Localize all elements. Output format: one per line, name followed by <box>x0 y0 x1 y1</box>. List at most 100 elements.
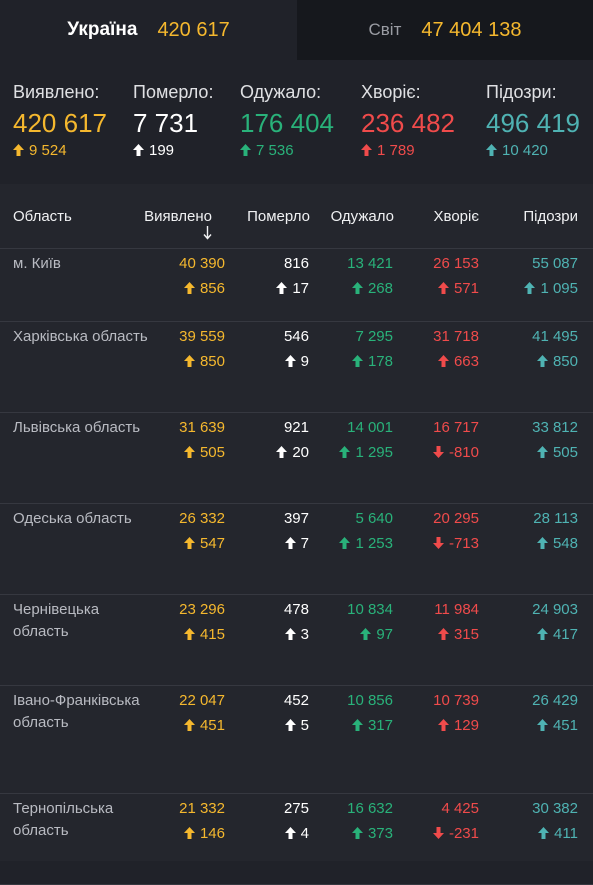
arrow-up-icon <box>437 719 449 731</box>
tab-ukraine[interactable]: Україна 420 617 <box>0 0 297 60</box>
arrow-up-icon <box>284 719 296 731</box>
summary-stat: Одужало: 176 404 7 536 <box>240 82 334 159</box>
header-detected[interactable]: Виявлено <box>130 208 212 242</box>
sick-value: 31 718 <box>433 328 479 345</box>
recovered-value: 10 834 <box>347 601 393 618</box>
arrow-up-icon <box>284 355 296 367</box>
arrow-up-icon <box>437 355 449 367</box>
arrow-up-icon <box>536 446 548 458</box>
deaths-delta-text: 5 <box>300 717 309 734</box>
suspected-value: 24 903 <box>532 601 578 618</box>
arrow-down-icon <box>432 537 444 549</box>
suspected-value: 33 812 <box>532 419 578 436</box>
header-sick[interactable]: Хворіє <box>433 208 479 225</box>
detected-value: 22 047 <box>179 692 225 709</box>
sick-delta-text: 663 <box>453 353 479 370</box>
summary-stat-value: 7 731 <box>133 108 199 138</box>
header-detected-label: Виявлено <box>144 208 212 225</box>
arrow-up-icon <box>351 719 363 731</box>
table-row[interactable]: Чернівецька область 23 296 415 478 3 10 834 97… <box>0 595 593 686</box>
deaths-delta-text: 7 <box>300 535 309 552</box>
arrow-up-icon <box>538 827 550 839</box>
recovered-delta-text: 317 <box>367 717 393 734</box>
recovered-value: 7 295 <box>355 328 393 345</box>
deaths-value: 452 <box>283 692 309 709</box>
sick-delta: 663 <box>437 353 479 370</box>
sick-delta: -810 <box>432 444 479 461</box>
arrow-up-icon <box>437 628 449 640</box>
sick-delta: 129 <box>437 717 479 734</box>
arrow-up-icon <box>284 628 296 640</box>
summary-stat-delta: 7 536 <box>240 142 334 159</box>
table-row[interactable]: Тернопільська область 21 332 146 275 4 16 632… <box>0 794 593 885</box>
table-row[interactable]: Львівська область 31 639 505 921 20 14 001 1 2… <box>0 413 593 504</box>
sick-delta-text: -810 <box>448 444 479 461</box>
arrow-up-icon <box>276 282 288 294</box>
deaths-delta: 20 <box>276 444 309 461</box>
suspected-delta: 850 <box>536 353 578 370</box>
sick-delta: 315 <box>437 626 479 643</box>
table-row[interactable]: Івано-Франківська область 22 047 451 452 5 10… <box>0 686 593 794</box>
suspected-value: 55 087 <box>532 255 578 272</box>
detected-value: 40 390 <box>179 255 225 272</box>
deaths-value: 478 <box>283 601 309 618</box>
sick-delta-text: 129 <box>453 717 479 734</box>
tab-world[interactable]: Світ 47 404 138 <box>297 0 593 60</box>
arrow-up-icon <box>240 144 251 156</box>
deaths-delta: 9 <box>284 353 309 370</box>
tab-ukraine-value: 420 617 <box>157 18 230 41</box>
header-region[interactable]: Область <box>13 208 72 225</box>
suspected-value: 26 429 <box>532 692 578 709</box>
arrow-up-icon <box>183 537 195 549</box>
recovered-value: 13 421 <box>347 255 393 272</box>
recovered-value: 16 632 <box>347 800 393 817</box>
recovered-delta-text: 97 <box>376 626 393 643</box>
summary-stat-delta: 1 789 <box>361 142 455 159</box>
summary-stat-delta: 9 524 <box>13 142 107 159</box>
recovered-delta: 97 <box>360 626 393 643</box>
header-recovered[interactable]: Одужало <box>330 208 394 225</box>
suspected-delta-text: 505 <box>552 444 578 461</box>
header-suspected[interactable]: Підозри <box>523 208 578 225</box>
detected-delta: 146 <box>183 825 225 842</box>
arrow-up-icon <box>361 144 372 156</box>
recovered-delta-text: 1 253 <box>355 535 393 552</box>
arrow-up-icon <box>13 144 24 156</box>
suspected-delta-text: 850 <box>552 353 578 370</box>
detected-delta: 850 <box>183 353 225 370</box>
summary-stat-delta-text: 199 <box>149 142 175 159</box>
summary-stat-label: Хворіє: <box>361 82 421 102</box>
deaths-value: 397 <box>283 510 309 527</box>
detected-delta-text: 451 <box>199 717 225 734</box>
detected-delta: 505 <box>183 444 225 461</box>
tab-world-label: Світ <box>368 20 402 39</box>
detected-delta-text: 856 <box>199 280 225 297</box>
recovered-value: 5 640 <box>355 510 393 527</box>
deaths-delta: 17 <box>276 280 309 297</box>
detected-delta: 415 <box>183 626 225 643</box>
suspected-value: 28 113 <box>533 510 578 527</box>
arrow-down-icon <box>432 446 444 458</box>
region-name: Одеська область <box>13 510 132 527</box>
arrow-up-icon <box>339 537 351 549</box>
summary-stat-label: Підозри: <box>486 82 557 102</box>
deaths-delta-text: 3 <box>300 626 309 643</box>
detected-delta-text: 146 <box>199 825 225 842</box>
suspected-delta-text: 548 <box>552 535 578 552</box>
summary-stat-delta-text: 9 524 <box>29 142 67 159</box>
header-deaths[interactable]: Померло <box>247 208 310 225</box>
table-row[interactable]: Харківська область 39 559 850 546 9 7 295 178 3… <box>0 322 593 413</box>
deaths-value: 816 <box>283 255 309 272</box>
table-row[interactable]: Одеська область 26 332 547 397 7 5 640 1 253 20… <box>0 504 593 595</box>
recovered-delta-text: 373 <box>367 825 393 842</box>
arrow-up-icon <box>276 446 288 458</box>
suspected-delta: 417 <box>536 626 578 643</box>
recovered-delta: 1 253 <box>339 535 393 552</box>
summary-stat-delta: 10 420 <box>486 142 580 159</box>
detected-value: 39 559 <box>179 328 225 345</box>
suspected-value: 30 382 <box>532 800 578 817</box>
deaths-delta-text: 17 <box>292 280 309 297</box>
arrow-up-icon <box>536 355 548 367</box>
sick-delta-text: 571 <box>453 280 479 297</box>
table-row[interactable]: м. Київ 40 390 856 816 17 13 421 268 26 153 571 5… <box>0 249 593 322</box>
